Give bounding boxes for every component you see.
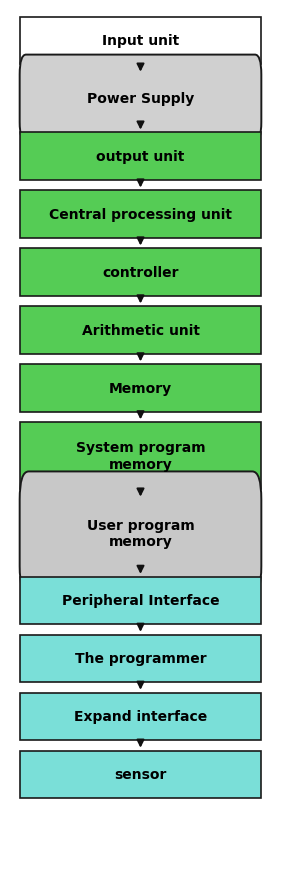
Text: Arithmetic unit: Arithmetic unit — [81, 324, 200, 338]
FancyBboxPatch shape — [20, 133, 261, 181]
FancyBboxPatch shape — [20, 249, 261, 296]
Text: Peripheral Interface: Peripheral Interface — [62, 594, 219, 608]
FancyBboxPatch shape — [20, 577, 261, 624]
Text: output unit: output unit — [96, 150, 185, 164]
Text: sensor: sensor — [114, 767, 167, 781]
FancyBboxPatch shape — [20, 18, 261, 65]
FancyBboxPatch shape — [20, 635, 261, 682]
Text: Input unit: Input unit — [102, 34, 179, 48]
Text: User program
memory: User program memory — [87, 518, 194, 548]
Text: The programmer: The programmer — [75, 652, 206, 666]
Text: Memory: Memory — [109, 381, 172, 396]
Text: Expand interface: Expand interface — [74, 709, 207, 724]
Text: controller: controller — [102, 266, 179, 280]
FancyBboxPatch shape — [20, 55, 261, 143]
Text: Central processing unit: Central processing unit — [49, 208, 232, 222]
Text: System program
memory: System program memory — [76, 441, 205, 471]
FancyBboxPatch shape — [20, 472, 261, 595]
FancyBboxPatch shape — [20, 191, 261, 239]
FancyBboxPatch shape — [20, 751, 261, 798]
FancyBboxPatch shape — [20, 423, 261, 489]
FancyBboxPatch shape — [20, 693, 261, 740]
FancyBboxPatch shape — [20, 365, 261, 412]
Text: Power Supply: Power Supply — [87, 92, 194, 106]
FancyBboxPatch shape — [20, 307, 261, 354]
